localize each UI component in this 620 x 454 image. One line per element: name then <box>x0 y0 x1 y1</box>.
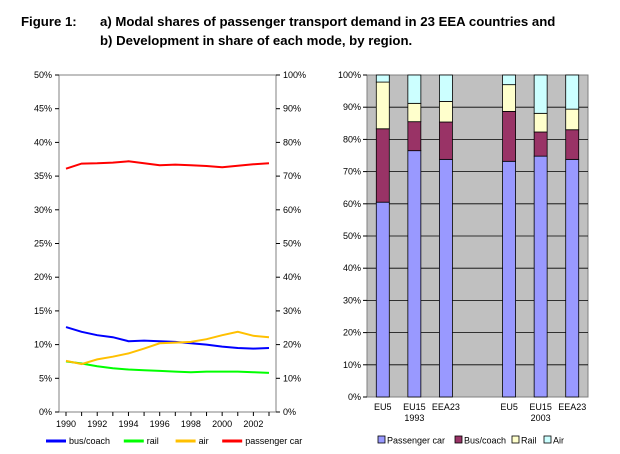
bar-segment-air <box>565 74 580 110</box>
bar-segment-rail <box>375 81 390 130</box>
left-y-tick-label: 20% <box>34 272 52 282</box>
legend-label-rail: Rail <box>521 436 537 446</box>
x-tick-label: 1996 <box>150 419 170 429</box>
left-y-tick-label: 5% <box>39 373 52 383</box>
legend-label-bus-coach: Bus/coach <box>464 436 506 446</box>
legend-swatch-air <box>543 435 552 444</box>
legend-swatch-rail <box>511 435 520 444</box>
bar-segment-air <box>439 74 453 102</box>
bar-y-tick-label: 70% <box>343 167 361 177</box>
bar-group-label: 2003 <box>531 413 551 423</box>
bar-segment-passenger-car <box>533 155 548 398</box>
bar-category-label: EEA23 <box>432 402 460 412</box>
bar-segment-air <box>533 74 548 114</box>
bar-segment-rail <box>565 108 580 131</box>
bar-segment-passenger-car <box>407 150 422 398</box>
series-line-rail <box>65 360 270 374</box>
bar-segment-bus-coach <box>502 110 516 162</box>
x-tick-label: 2002 <box>243 419 263 429</box>
left-y-tick-label: 15% <box>34 306 52 316</box>
bar-segment-rail <box>439 101 453 123</box>
left-y-tick-label: 25% <box>34 239 52 249</box>
x-tick-label: 1994 <box>118 419 138 429</box>
bar-segment-bus-coach <box>439 121 453 160</box>
bar-y-tick-label: 40% <box>343 263 361 273</box>
right-y-tick-label: 60% <box>283 205 301 215</box>
right-y-tick-label: 20% <box>283 340 301 350</box>
bar-category-label: EU5 <box>374 402 392 412</box>
right-y-tick-label: 40% <box>283 272 301 282</box>
figure-title: Figure 1: a) Modal shares of passenger tr… <box>21 12 555 50</box>
bar-segment-passenger-car <box>439 158 453 398</box>
bar-segment-passenger-car <box>375 201 390 398</box>
bar-segment-passenger-car <box>502 160 516 398</box>
bar-segment-air <box>502 74 516 86</box>
bar-y-tick-label: 50% <box>343 231 361 241</box>
bar-y-tick-label: 80% <box>343 134 361 144</box>
x-tick-label: 1990 <box>56 419 76 429</box>
right-y-tick-label: 90% <box>283 104 301 114</box>
legend-label-passenger-car: Passenger car <box>387 436 445 446</box>
title-line-2: b) Development in share of each mode, by… <box>100 33 413 48</box>
bar-category-label: EU15 <box>529 402 552 412</box>
x-tick-label: 1998 <box>181 419 201 429</box>
bar-category-label: EEA23 <box>558 402 586 412</box>
legend-label-rail: rail <box>147 436 159 446</box>
bar-segment-rail <box>502 84 516 112</box>
bar-segment-bus-coach <box>533 131 548 157</box>
bar-segment-passenger-car <box>565 158 580 398</box>
bar-category-label: EU5 <box>500 402 518 412</box>
left-y-tick-label: 40% <box>34 137 52 147</box>
legend-label-air: Air <box>553 436 564 446</box>
series-line-air <box>65 330 270 366</box>
right-y-tick-label: 10% <box>283 373 301 383</box>
right-y-tick-label: 80% <box>283 137 301 147</box>
bar-segment-bus-coach <box>375 128 390 203</box>
bar-segment-bus-coach <box>407 121 422 152</box>
legend-label-bus-coach: bus/coach <box>69 436 110 446</box>
right-y-tick-label: 100% <box>283 70 306 80</box>
title-line-1: a) Modal shares of passenger transport d… <box>100 14 556 29</box>
series-line-bus-coach <box>65 326 270 350</box>
bar-y-tick-label: 10% <box>343 360 361 370</box>
left-y-tick-label: 10% <box>34 340 52 350</box>
left-y-tick-label: 50% <box>34 70 52 80</box>
bar-y-tick-label: 100% <box>338 70 361 80</box>
left-y-tick-label: 45% <box>34 104 52 114</box>
bar-y-tick-label: 30% <box>343 295 361 305</box>
left-y-tick-label: 30% <box>34 205 52 215</box>
bar-segment-rail <box>533 112 548 133</box>
bar-y-tick-label: 90% <box>343 102 361 112</box>
series-line-passenger-car <box>65 160 270 170</box>
bar-segment-bus-coach <box>565 129 580 160</box>
bar-y-tick-label: 60% <box>343 199 361 209</box>
legend-label-air: air <box>199 436 209 446</box>
x-tick-label: 1992 <box>87 419 107 429</box>
right-y-tick-label: 50% <box>283 239 301 249</box>
bar-segment-air <box>407 74 422 104</box>
right-y-tick-label: 70% <box>283 171 301 181</box>
x-tick-label: 2000 <box>212 419 232 429</box>
bar-group-label: 1993 <box>404 413 424 423</box>
line-plot-area <box>58 74 277 413</box>
legend-swatch-passenger-car <box>377 435 386 444</box>
legend-label-passenger-car: passenger car <box>245 436 302 446</box>
legend-swatch-bus-coach <box>454 435 463 444</box>
left-y-tick-label: 35% <box>34 171 52 181</box>
bar-category-label: EU15 <box>403 402 426 412</box>
right-y-tick-label: 0% <box>283 407 296 417</box>
bar-y-tick-label: 0% <box>348 392 361 402</box>
bar-segment-rail <box>407 102 422 123</box>
left-y-tick-label: 0% <box>39 407 52 417</box>
bar-y-tick-label: 20% <box>343 328 361 338</box>
figure-label: Figure 1: <box>21 14 77 29</box>
right-y-tick-label: 30% <box>283 306 301 316</box>
bar-segment-air <box>375 74 390 83</box>
